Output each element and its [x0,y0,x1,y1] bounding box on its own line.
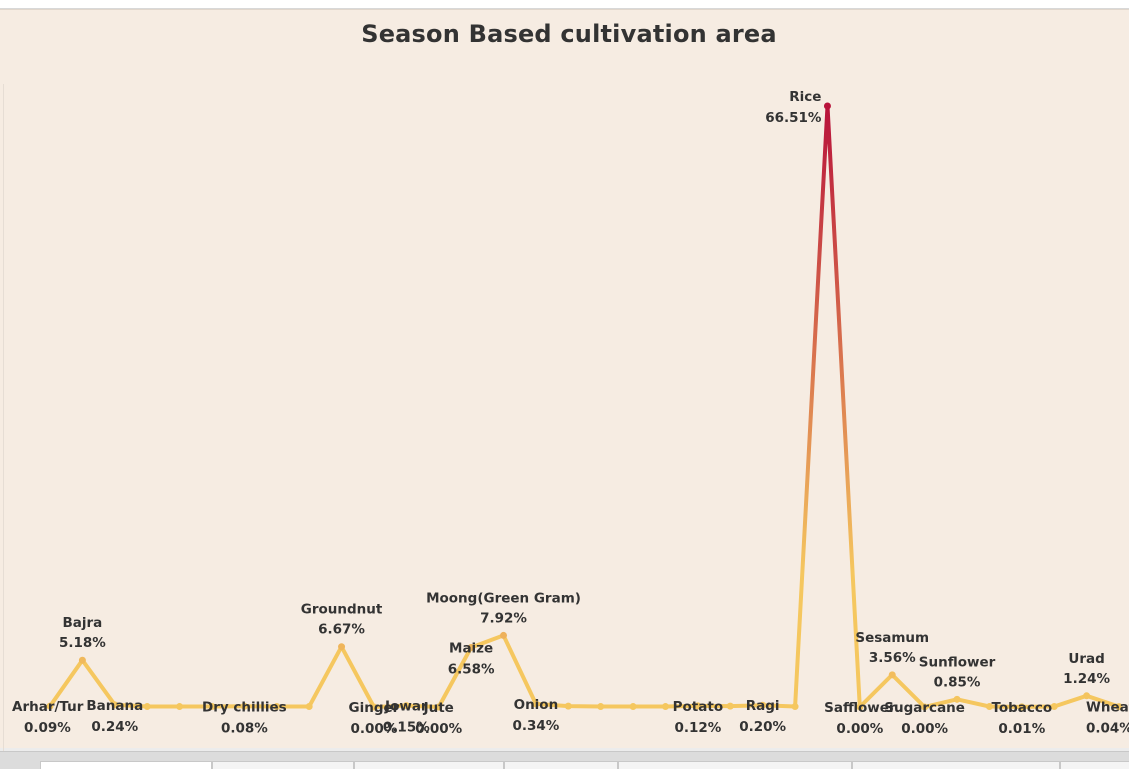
data-label-name: Safflower [824,700,896,716]
data-point[interactable] [953,695,961,703]
chart-panel [0,9,1129,753]
data-label-name: Tobacco [991,700,1052,716]
series-line [48,104,1120,709]
data-point[interactable] [1018,703,1026,711]
data-label-name: Moong(Green Gram) [426,590,581,606]
data-label-value: 0.34% [512,718,559,734]
data-label-name: Banana [86,698,143,714]
data-point[interactable] [661,703,669,711]
data-point[interactable] [240,702,248,710]
top-toolbar-strip [0,0,1129,9]
sheet-tab[interactable] [504,761,618,769]
data-label-value: 0.09% [24,720,71,736]
data-label-name: Jute [423,700,454,716]
data-point[interactable] [273,703,281,711]
data-label-value: 5.18% [59,635,106,651]
data-point[interactable] [823,102,831,110]
data-label-name: Ginger [349,700,400,716]
data-point[interactable] [1083,692,1091,700]
data-point[interactable] [532,700,540,708]
data-point[interactable] [500,631,508,639]
data-label-name: Arhar/Tur [12,699,84,715]
data-label-value: 0.00% [836,721,883,737]
data-point[interactable] [597,703,605,711]
data-label-value: 0.24% [91,719,138,735]
data-point[interactable] [338,643,346,651]
data-point[interactable] [726,702,734,710]
data-label-value: 0.00% [351,721,398,737]
data-label-name: Potato [673,699,723,715]
data-point[interactable] [402,702,410,710]
data-points-group [46,102,1123,711]
data-label-name: Sugarcane [884,700,965,716]
data-label-name: Sunflower [919,654,996,670]
data-point[interactable] [176,703,184,711]
data-point[interactable] [791,703,799,711]
data-point[interactable] [370,703,378,711]
data-point[interactable] [856,703,864,711]
data-label-value: 7.92% [480,610,527,626]
data-label-value: 0.85% [934,674,981,690]
chart-title: Season Based cultivation area [361,20,777,48]
data-label-name: Rice [789,89,821,105]
data-label-value: 0.12% [674,720,721,736]
data-label-name: Dry chillies [202,699,287,715]
data-label-value: 0.01% [998,721,1045,737]
data-point[interactable] [888,671,896,679]
data-label-value: 0.04% [1086,721,1129,737]
data-label-name: Maize [449,641,493,657]
data-point[interactable] [759,701,767,709]
data-point[interactable] [1115,703,1123,711]
data-label-name: Jowar [384,699,428,715]
data-label-name: Bajra [62,615,102,631]
data-label-name: Onion [514,697,559,713]
data-label-value: 0.20% [739,719,786,735]
data-label-value: 0.00% [901,721,948,737]
sheet-tab-active[interactable] [40,761,212,769]
data-point[interactable] [629,703,637,711]
data-point[interactable] [208,703,216,711]
data-label-value: 66.51% [765,110,822,126]
series-line-group [48,104,1120,709]
data-labels-group: Arhar/Tur 0.09% Bajra 5.18% Banana 0.24% Dry c… [12,89,1129,737]
data-label-name: Urad [1068,651,1104,667]
data-point[interactable] [985,703,993,711]
data-label-value: 6.58% [448,662,495,678]
sheet-tab[interactable] [354,761,504,769]
data-label-value: 6.67% [318,622,365,638]
data-point[interactable] [694,702,702,710]
data-label-value: 0.15% [383,720,430,736]
data-point[interactable] [435,703,443,711]
sheet-tab[interactable] [618,761,852,769]
data-point[interactable] [1050,703,1058,711]
sheet-tab[interactable] [1060,761,1129,769]
data-label-value: 0.08% [221,720,268,736]
sheet-tab[interactable] [212,761,354,769]
data-label-value: 3.56% [869,650,916,666]
data-point[interactable] [143,703,151,711]
data-point[interactable] [564,702,572,710]
data-point[interactable] [111,701,119,709]
data-point[interactable] [305,703,313,711]
data-point[interactable] [467,644,475,652]
data-label-value: 1.24% [1063,671,1110,687]
data-point[interactable] [78,656,86,664]
data-point[interactable] [46,702,54,710]
data-label-name: Wheat [1086,700,1129,716]
data-label-name: Groundnut [301,602,383,618]
data-label-value: 0.00% [415,721,462,737]
data-point[interactable] [921,703,929,711]
sheet-tab[interactable] [852,761,1060,769]
data-label-name: Ragi [746,698,780,714]
data-label-name: Sesamum [855,630,929,646]
